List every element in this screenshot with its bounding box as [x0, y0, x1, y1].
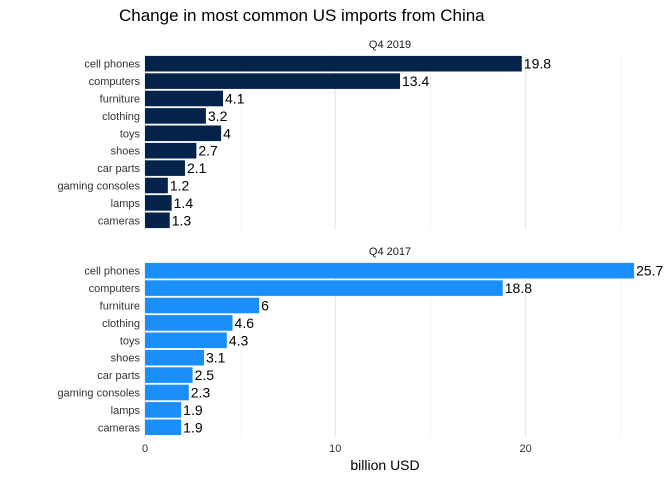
facet-strip-label: Q4 2017 [369, 246, 411, 258]
bar [145, 349, 204, 366]
bar [145, 125, 222, 142]
data-label: 4.1 [225, 91, 245, 107]
category-label: cameras [98, 215, 141, 227]
facet-panel: Q4 2017 cell phones 25.7 computers 18.8 furni… [57, 246, 664, 437]
bar [145, 262, 635, 279]
category-label: clothing [102, 111, 140, 123]
bar [145, 280, 503, 296]
x-tick-label: 10 [329, 443, 341, 455]
category-label: cell phones [84, 266, 140, 278]
category-label: shoes [111, 146, 141, 158]
data-label: 19.8 [524, 56, 551, 72]
bar [145, 384, 189, 401]
chart-title: Change in most common US imports from Ch… [119, 6, 485, 25]
data-label: 1.9 [183, 402, 203, 418]
data-label: 4.6 [235, 315, 255, 331]
bar [145, 419, 182, 436]
category-label: cameras [98, 422, 141, 434]
category-label: car parts [97, 370, 140, 382]
data-label: 18.8 [505, 280, 532, 296]
x-axis-label: billion USD [350, 457, 419, 473]
category-label: gaming consoles [57, 181, 140, 193]
bar [145, 55, 522, 72]
bar [145, 177, 168, 194]
category-label: toys [120, 335, 141, 347]
chart-panels: Q4 2019 cell phones 19.8 computers 13.4 furni… [57, 39, 664, 437]
data-label: 2.1 [187, 160, 207, 176]
data-label: 1.9 [183, 419, 203, 435]
bar [145, 332, 227, 349]
bar [145, 73, 401, 89]
category-label: furniture [100, 94, 140, 106]
category-label: lamps [111, 198, 141, 210]
x-tick-label: 0 [142, 443, 148, 455]
category-label: lamps [111, 405, 141, 417]
facet-strip-label: Q4 2019 [369, 39, 411, 51]
bar [145, 160, 185, 176]
data-label: 6 [261, 298, 269, 314]
bar [145, 108, 206, 124]
data-label: 1.4 [174, 195, 194, 211]
data-label: 2.5 [195, 367, 215, 383]
data-label: 4 [223, 125, 231, 141]
bar [145, 315, 233, 331]
data-label: 4.3 [229, 332, 249, 348]
category-label: furniture [100, 301, 140, 313]
data-label: 3.2 [208, 108, 228, 124]
data-label: 25.7 [636, 263, 663, 279]
facet-panel: Q4 2019 cell phones 19.8 computers 13.4 furni… [57, 39, 622, 230]
bar [145, 195, 172, 211]
data-label: 1.2 [170, 178, 190, 194]
x-tick-label: 20 [519, 443, 531, 455]
category-label: clothing [102, 318, 140, 330]
category-label: shoes [111, 353, 141, 365]
category-label: computers [89, 76, 141, 88]
data-label: 1.3 [172, 212, 192, 228]
category-label: computers [89, 283, 141, 295]
category-label: cell phones [84, 59, 140, 71]
bar [145, 297, 260, 314]
data-label: 2.3 [191, 385, 211, 401]
bar [145, 90, 224, 107]
bar [145, 402, 182, 418]
category-label: toys [120, 128, 141, 140]
bar [145, 142, 197, 159]
category-label: car parts [97, 163, 140, 175]
x-axis: 0 10 20 [142, 443, 532, 455]
data-label: 13.4 [402, 73, 429, 89]
bar [145, 367, 193, 383]
category-label: gaming consoles [57, 388, 140, 400]
bar [145, 212, 170, 229]
data-label: 3.1 [206, 350, 226, 366]
data-label: 2.7 [198, 143, 218, 159]
